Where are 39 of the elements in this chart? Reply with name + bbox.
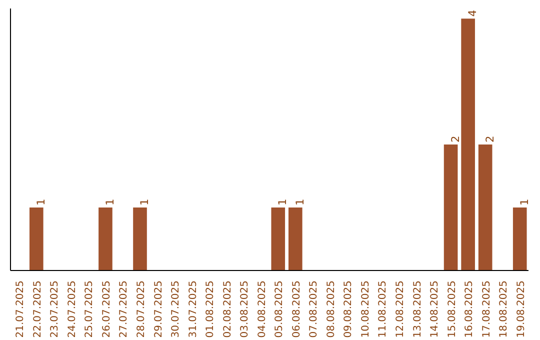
x-tick-label: 22.07.2025 [32, 280, 44, 338]
x-tick-label: 01.08.2025 [205, 280, 216, 338]
data-label: 4 [466, 10, 480, 17]
data-label: 1 [518, 198, 531, 206]
data-label: 1 [34, 198, 48, 206]
x-tick-label: 27.07.2025 [118, 280, 130, 338]
x-tick-label: 31.07.2025 [188, 280, 199, 338]
x-tick-label: 03.08.2025 [240, 280, 251, 338]
x-tick-label: 18.08.2025 [498, 280, 510, 338]
x-tick-label: 09.08.2025 [343, 280, 354, 338]
x-tick-label: 10.08.2025 [360, 280, 372, 338]
x-tick-label: 11.08.2025 [378, 280, 389, 338]
data-label: 1 [103, 198, 116, 206]
x-tick-label: 25.07.2025 [84, 280, 96, 338]
x-tick-label: 12.08.2025 [395, 280, 406, 338]
x-tick-label: 05.08.2025 [274, 280, 286, 338]
x-tick-label: 02.08.2025 [222, 280, 234, 338]
x-tick-label: 04.08.2025 [256, 280, 268, 338]
data-label: 1 [276, 198, 290, 206]
x-tick-label: 23.07.2025 [50, 280, 61, 338]
data-label: 1 [293, 198, 306, 206]
data-label: 1 [138, 198, 151, 206]
x-tick-label: 24.07.2025 [66, 280, 78, 338]
data-label: 2 [483, 136, 496, 143]
x-tick-label: 30.07.2025 [170, 280, 182, 338]
data-label: 2 [448, 136, 462, 143]
x-tick-label: 17.08.2025 [481, 280, 492, 338]
x-tick-label: 06.08.2025 [291, 280, 302, 338]
x-tick-label: 13.08.2025 [412, 280, 424, 338]
x-tick-label: 15.08.2025 [446, 280, 458, 338]
x-tick-label: 08.08.2025 [326, 280, 337, 338]
x-tick-label: 14.08.2025 [430, 280, 441, 338]
x-tick-label: 29.07.2025 [153, 280, 164, 338]
x-tick-label: 21.07.2025 [15, 280, 26, 338]
x-tick-label: 07.08.2025 [308, 280, 320, 338]
x-tick-label: 28.07.2025 [136, 280, 147, 338]
x-tick-label: 16.08.2025 [464, 280, 476, 338]
x-tick-label: 19.08.2025 [516, 280, 527, 338]
x-tick-label: 26.07.2025 [101, 280, 112, 338]
